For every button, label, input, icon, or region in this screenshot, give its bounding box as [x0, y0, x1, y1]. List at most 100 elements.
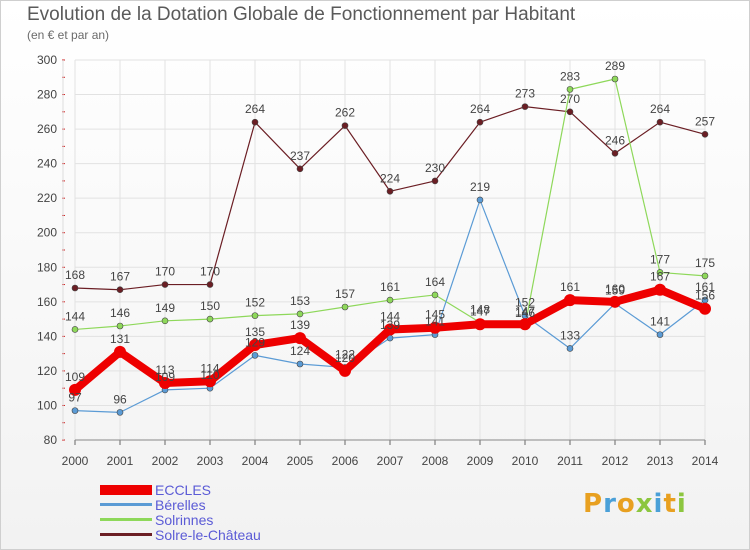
data-point-eccles: [564, 294, 576, 307]
data-point-eccles: [384, 323, 396, 336]
y-tick-label: 220: [37, 191, 57, 205]
x-tick-label: 2007: [377, 454, 404, 468]
logo-letter: i: [676, 489, 687, 519]
data-label-solrinnes: 289: [605, 59, 625, 73]
x-tick-label: 2011: [557, 454, 583, 468]
data-point-b-relles: [296, 360, 304, 368]
data-point-eccles: [114, 345, 126, 358]
data-point-solre-le-ch-teau: [701, 130, 709, 138]
data-point-solrinnes: [251, 312, 259, 319]
data-point-eccles: [654, 283, 666, 296]
data-point-solrinnes: [386, 296, 394, 304]
data-point-b-relles: [71, 407, 79, 414]
data-point-solrinnes: [296, 310, 304, 318]
data-point-b-relles: [251, 352, 259, 359]
data-point-solrinnes: [656, 269, 664, 276]
y-tick-label: 200: [37, 226, 57, 240]
data-point-solre-le-ch-teau: [161, 281, 169, 288]
data-label-solrinnes: 146: [110, 306, 130, 320]
data-point-eccles: [339, 364, 351, 377]
data-label-b-relles: 97: [68, 391, 82, 405]
data-label-eccles: 161: [560, 280, 580, 294]
data-point-solrinnes: [161, 317, 169, 325]
chart-title: Evolution de la Dotation Globale de Fonc…: [27, 4, 576, 25]
data-label-eccles: 160: [605, 282, 625, 296]
x-tick-label: 2009: [467, 454, 494, 468]
data-point-solre-le-ch-teau: [386, 187, 394, 195]
data-point-eccles: [699, 302, 711, 315]
x-tick-label: 2013: [647, 454, 674, 468]
data-point-solre-le-ch-teau: [116, 286, 124, 294]
logo-letter: t: [663, 489, 677, 519]
data-label-b-relles: 139: [380, 318, 400, 332]
data-label-solre-le-ch-teau: 246: [605, 133, 625, 147]
data-label-b-relles: 161: [695, 280, 715, 294]
data-label-solre-le-ch-teau: 170: [155, 265, 175, 279]
y-tick-label: 120: [37, 364, 57, 378]
data-label-solrinnes: 148: [470, 303, 490, 317]
data-label-eccles: 144: [380, 309, 400, 323]
data-label-solre-le-ch-teau: 237: [290, 149, 310, 163]
data-label-b-relles: 109: [155, 370, 175, 384]
data-point-solre-le-ch-teau: [296, 165, 304, 173]
data-label-eccles: 114: [200, 361, 219, 375]
data-point-eccles: [69, 383, 81, 396]
data-label-b-relles: 122: [335, 347, 355, 361]
x-tick-label: 2014: [692, 454, 719, 468]
x-tick-label: 2001: [107, 454, 134, 468]
data-label-b-relles: 110: [200, 368, 219, 382]
data-label-solrinnes: 146: [515, 306, 535, 320]
data-label-b-relles: 152: [515, 296, 535, 310]
data-label-b-relles: 219: [470, 180, 490, 194]
data-label-b-relles: 124: [290, 344, 310, 358]
y-tick-label: 80: [44, 433, 58, 447]
data-point-solrinnes: [206, 315, 214, 323]
data-point-eccles: [204, 375, 216, 388]
x-tick-label: 2010: [512, 454, 539, 468]
data-point-solre-le-ch-teau: [206, 281, 214, 288]
data-point-solrinnes: [611, 75, 619, 83]
data-point-b-relles: [476, 196, 484, 204]
legend-label: Solrinnes: [155, 512, 214, 528]
data-label-b-relles: 141: [650, 315, 670, 329]
data-label-solrinnes: 177: [650, 252, 670, 266]
data-point-eccles: [159, 377, 171, 389]
data-label-b-relles: 133: [560, 328, 580, 342]
data-point-solre-le-ch-teau: [251, 118, 259, 126]
data-point-b-relles: [656, 331, 664, 338]
series-lines: [69, 75, 711, 416]
data-label-solre-le-ch-teau: 230: [425, 161, 445, 175]
logo-letter: o: [616, 489, 636, 519]
data-label-solrinnes: 164: [425, 275, 445, 289]
data-label-solre-le-ch-teau: 257: [695, 114, 715, 128]
y-tick-label: 160: [37, 295, 57, 309]
legend-label: Bérelles: [155, 497, 206, 513]
legend-swatch: [100, 518, 152, 521]
data-point-solre-le-ch-teau: [476, 118, 484, 126]
data-point-solre-le-ch-teau: [566, 108, 574, 116]
y-tick-label: 140: [37, 329, 57, 343]
y-tick-label: 180: [37, 260, 57, 274]
x-tick-label: 2002: [152, 454, 179, 468]
logo-letter: r: [603, 489, 617, 519]
data-label-solre-le-ch-teau: 224: [380, 171, 400, 185]
logo-letter: x: [635, 489, 654, 519]
legend-swatch: [100, 533, 152, 536]
logo-letter: P: [583, 489, 604, 519]
data-point-solre-le-ch-teau: [521, 103, 529, 110]
data-point-solrinnes: [71, 326, 79, 333]
data-label-solre-le-ch-teau: 264: [245, 102, 265, 116]
legend-label: Solre-le-Château: [155, 527, 261, 543]
data-label-solrinnes: 152: [245, 296, 265, 310]
logo-letter: i: [653, 489, 664, 519]
y-tick-label: 100: [37, 398, 57, 412]
proxiti-logo: Proxiti: [583, 489, 687, 519]
data-label-solre-le-ch-teau: 168: [65, 268, 85, 282]
data-label-eccles: 120: [335, 351, 355, 365]
x-tick-label: 2006: [332, 454, 359, 468]
data-label-b-relles: 141: [425, 315, 445, 329]
data-point-solrinnes: [341, 303, 349, 311]
data-label-eccles: 113: [155, 363, 174, 377]
data-point-solre-le-ch-teau: [341, 122, 349, 129]
